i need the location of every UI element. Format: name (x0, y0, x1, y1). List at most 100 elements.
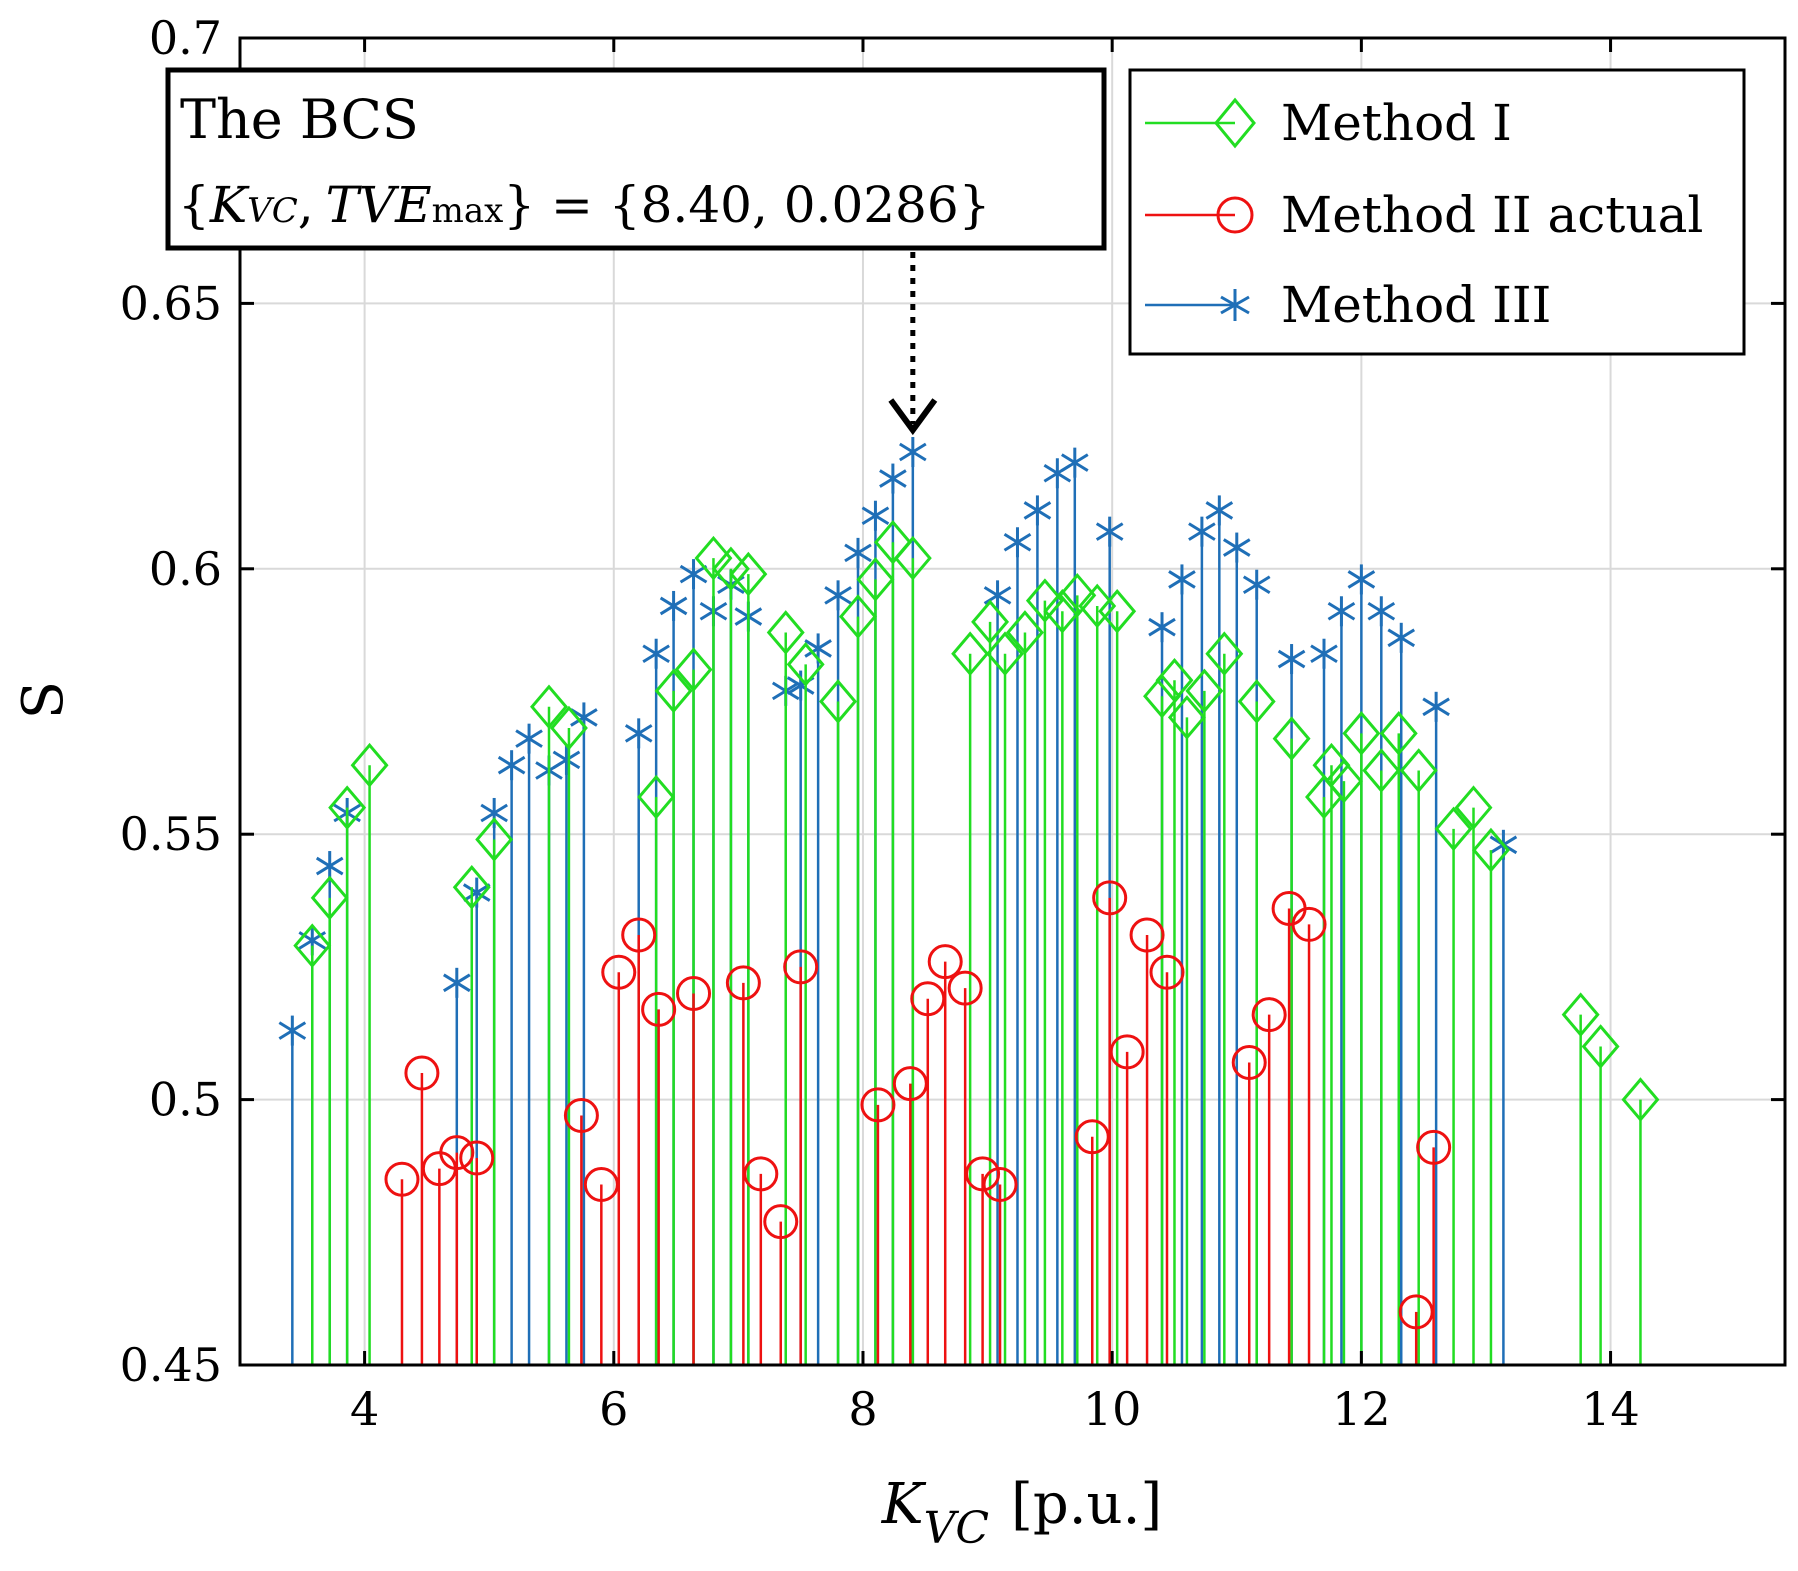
data-point-diamond (350, 742, 389, 788)
data-point-diamond (310, 875, 349, 921)
data-point-asterisk (1387, 622, 1416, 653)
data-point-circle (910, 981, 946, 1017)
data-point-circle (1129, 917, 1165, 953)
data-point-asterisk (443, 967, 471, 998)
data-point-circle (763, 1204, 799, 1240)
data-point-diamond (1098, 588, 1137, 634)
data-point-circle (1074, 1119, 1110, 1155)
data-point-asterisk (1422, 691, 1450, 722)
data-point-asterisk (1205, 495, 1234, 526)
bcs-annotation: The BCS {KVC, TVEmax} = {8.40, 0.0286} (165, 67, 1107, 436)
annotation-formula: {KVC, TVEmax} = {8.40, 0.0286} (178, 176, 991, 234)
data-point-diamond (1025, 578, 1064, 623)
data-point-circle (1398, 1294, 1434, 1330)
data-point-diamond (293, 923, 332, 968)
data-point-circle (947, 970, 983, 1006)
data-point-asterisk (1242, 569, 1271, 600)
data-point-circle (384, 1161, 420, 1197)
data-point-asterisk (1148, 612, 1176, 643)
data-point-circle (965, 1156, 1001, 1192)
stem-plot (278, 437, 1660, 1365)
y-tick-label: 0.65 (120, 276, 222, 330)
y-tick-label: 0.7 (149, 11, 222, 65)
data-point-diamond (1237, 679, 1276, 724)
data-point-asterisk (1310, 638, 1338, 669)
data-point-diamond (1205, 631, 1244, 677)
data-point-diamond (1434, 806, 1473, 852)
data-point-diamond (971, 599, 1010, 645)
data-point-circle (860, 1087, 896, 1123)
data-point-asterisk (1347, 564, 1376, 595)
data-point-asterisk (1327, 596, 1356, 627)
legend-item-method-2: Method II actual (1145, 186, 1703, 244)
data-point-circle (621, 917, 657, 953)
data-point-asterisk (642, 638, 670, 669)
data-point-diamond (786, 642, 825, 687)
data-point-circle (459, 1140, 495, 1176)
data-point-diamond (873, 519, 912, 565)
data-point-asterisk (278, 1015, 307, 1046)
data-point-circle (1251, 997, 1287, 1033)
data-point-asterisk (844, 537, 872, 568)
data-point-diamond (654, 668, 693, 714)
data-point-diamond (328, 785, 367, 830)
data-point-asterisk (824, 580, 852, 611)
data-point-diamond (766, 610, 805, 655)
x-tick-label: 10 (1083, 1382, 1142, 1436)
data-point-asterisk (899, 437, 927, 468)
x-tick-label: 14 (1581, 1382, 1640, 1436)
data-point-diamond (1362, 748, 1401, 793)
data-point-circle (725, 965, 761, 1001)
data-point-asterisk (1222, 532, 1251, 563)
data-point-diamond (530, 684, 568, 730)
y-axis-label: S (11, 681, 76, 719)
legend-label-method-2: Method II actual (1281, 186, 1703, 244)
data-point-diamond (1043, 588, 1082, 634)
data-point-diamond (1272, 716, 1311, 761)
data-point-diamond (1379, 711, 1418, 756)
data-point-circle (1109, 1034, 1145, 1070)
legend-item-method-1: Method I (1145, 94, 1512, 152)
y-tick-label: 0.6 (149, 542, 222, 596)
data-point-asterisk (1061, 447, 1089, 478)
x-axis-label: KVC [p.u.] (881, 1472, 1163, 1554)
data-point-diamond (1581, 1024, 1620, 1069)
data-point-diamond (951, 631, 990, 677)
x-tick-label: 4 (350, 1382, 379, 1436)
data-point-asterisk (552, 744, 581, 775)
data-point-circle (1092, 880, 1128, 916)
data-point-diamond (1621, 1077, 1660, 1122)
x-tick-label: 6 (599, 1382, 628, 1436)
legend-diamond-icon (1214, 97, 1256, 149)
annotation-title: The BCS (180, 88, 419, 151)
x-tick-label: 8 (848, 1382, 877, 1436)
data-point-asterisk (1095, 516, 1124, 547)
data-point-asterisk (624, 718, 653, 749)
legend-label-method-3: Method III (1281, 276, 1551, 334)
data-point-circle (404, 1055, 440, 1091)
data-point-diamond (452, 864, 491, 910)
y-tick-label: 0.55 (120, 807, 222, 861)
axis-ticks: 4 6 8 10 12 14 0.45 0.5 0.55 0.6 0.65 0.7 (120, 11, 1785, 1436)
data-point-asterisk (679, 559, 708, 590)
data-point-circle (927, 944, 963, 980)
data-point-circle (676, 975, 712, 1011)
axes-frame (238, 36, 1787, 1367)
legend-item-method-3: Method III (1145, 276, 1551, 334)
data-point-asterisk (515, 723, 543, 754)
data-point-diamond (637, 774, 676, 820)
x-tick-label: 12 (1332, 1382, 1391, 1436)
data-point-asterisk (1168, 564, 1196, 595)
data-point-diamond (1324, 758, 1363, 804)
data-point-asterisk (1023, 495, 1052, 526)
data-point-asterisk (480, 797, 508, 828)
legend-label-method-1: Method I (1281, 94, 1512, 152)
data-point-circle (982, 1167, 1018, 1203)
data-point-diamond (1185, 668, 1224, 714)
data-point-diamond (893, 535, 932, 581)
data-point-asterisk (1003, 527, 1032, 558)
annotation-box (165, 67, 1107, 251)
data-point-asterisk (659, 590, 688, 621)
data-point-circle (892, 1066, 928, 1102)
